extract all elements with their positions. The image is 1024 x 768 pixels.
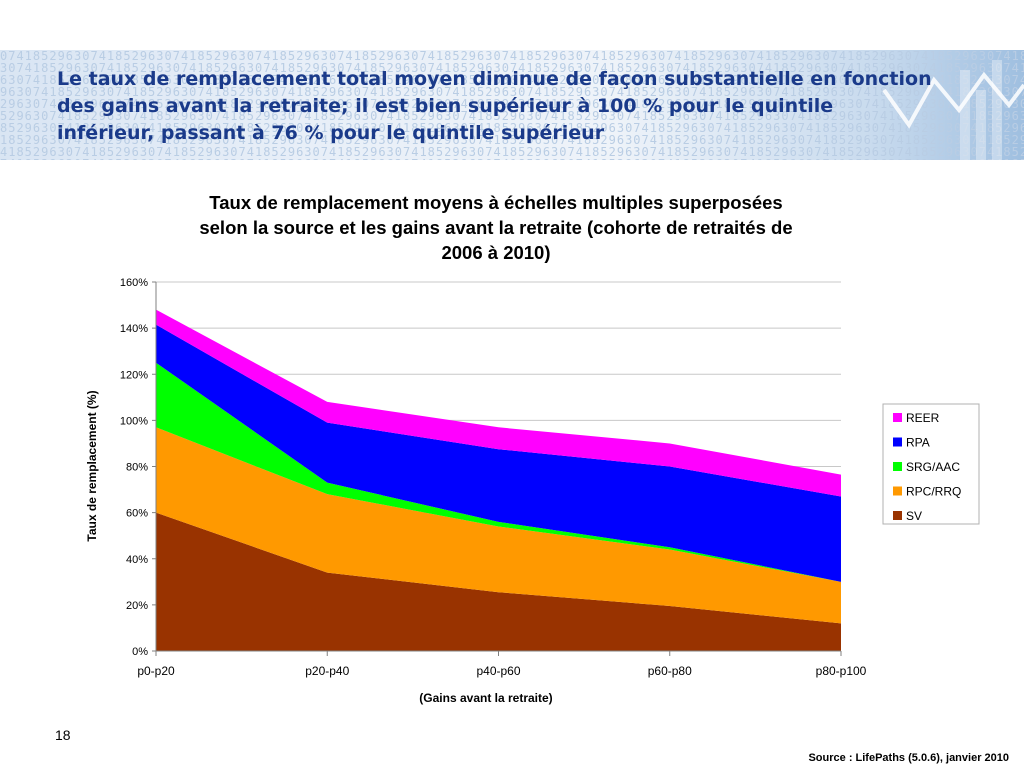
- legend-swatch-rpc-rrq: [893, 486, 902, 496]
- header-banner: 0741852963074185296307418529630741852963…: [0, 50, 1024, 160]
- page-number: 18: [55, 727, 71, 743]
- chart-title: Taux de remplacement moyens à échelles m…: [199, 192, 793, 263]
- source-note: Source : LifePaths (5.0.6), janvier 2010: [808, 752, 1009, 764]
- y-axis-label: Taux de remplacement (%): [85, 390, 99, 541]
- legend-swatch-sv: [893, 511, 902, 520]
- y-tick-label: 140%: [120, 323, 148, 335]
- y-tick-label: 0%: [132, 646, 148, 658]
- y-tick-label: 100%: [120, 415, 148, 427]
- area-reer: [156, 309, 841, 497]
- y-tick-label: 160%: [120, 277, 148, 289]
- chart-axes: 0% 20% 40% 60% 80% 100% 120% 140% 160% p0-p20 p20-…: [120, 277, 867, 678]
- x-tick-label: p0-p20: [137, 664, 175, 678]
- x-axis-label: (Gains avant la retraite): [419, 691, 552, 705]
- y-tick-label: 40%: [126, 554, 148, 566]
- y-tick-label: 80%: [126, 462, 148, 474]
- legend-swatch-rpa: [893, 437, 902, 447]
- y-tick-label: 60%: [126, 508, 148, 520]
- area-rpa: [156, 324, 841, 582]
- banner-digit-pattern: 0741852963074185296307418529630741852963…: [0, 50, 1024, 160]
- x-tick-label: p60-p80: [648, 664, 692, 678]
- chart-areas: [156, 309, 841, 651]
- banner-chart-line-icon: [882, 60, 1024, 160]
- x-tick-label: p20-p40: [305, 664, 349, 678]
- slide-title: Le taux de remplacement total moyen dimi…: [57, 68, 932, 144]
- legend-swatch-srg-aac: [893, 462, 902, 471]
- legend-label: REER: [906, 411, 940, 425]
- legend-label: RPA: [906, 436, 930, 450]
- chart-legend: REER RPA SRG/AAC RPC/RRQ SV: [882, 403, 980, 525]
- y-tick-label: 120%: [120, 369, 148, 381]
- x-tick-label: p40-p60: [476, 664, 520, 678]
- x-tick-label: p80-p100: [816, 664, 867, 678]
- y-tick-label: 20%: [126, 600, 148, 612]
- area-srg-aac: [156, 362, 841, 582]
- area-rpc-rrq: [156, 427, 841, 624]
- legend-label: RPC/RRQ: [906, 485, 961, 499]
- legend-label: SV: [906, 509, 922, 523]
- area-sv: [156, 512, 841, 651]
- legend-swatch-reer: [893, 413, 902, 422]
- legend-label: SRG/AAC: [906, 460, 960, 474]
